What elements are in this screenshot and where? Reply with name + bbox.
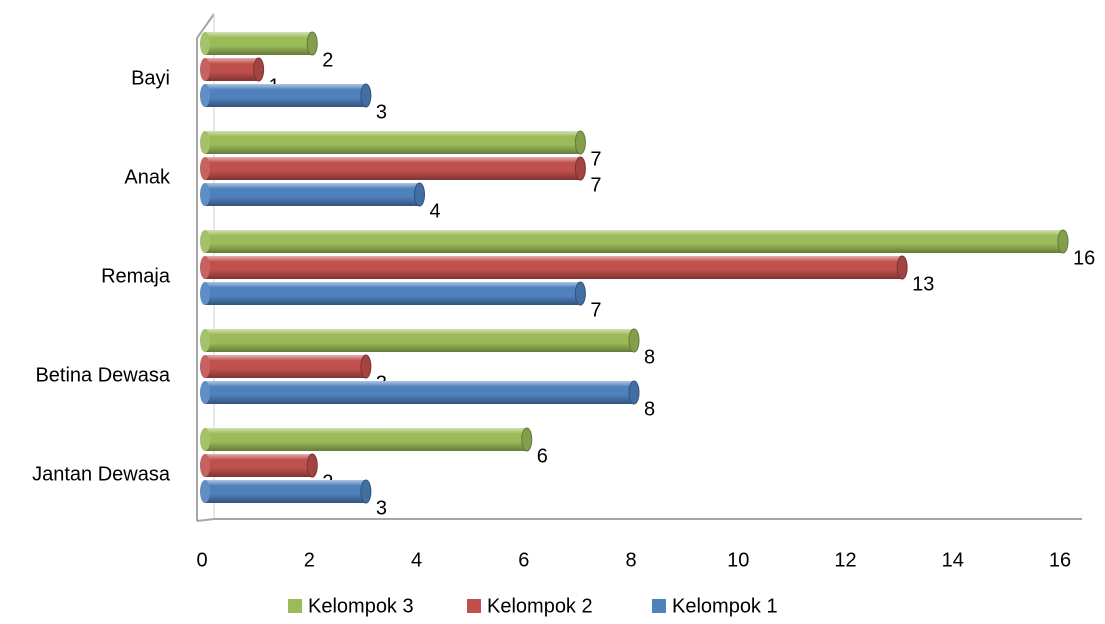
bar-start-cap [200, 480, 210, 503]
bar-start-cap [200, 183, 210, 206]
bar-start-cap [200, 381, 210, 404]
data-label: 7 [590, 174, 601, 196]
legend-label: Kelompok 1 [672, 595, 778, 617]
x-tick-label: 14 [942, 549, 964, 571]
bar [205, 131, 581, 154]
legend-label: Kelompok 3 [308, 595, 414, 617]
data-label: 13 [912, 273, 934, 295]
bar [205, 84, 366, 107]
x-tick-label: 16 [1049, 549, 1071, 571]
legend-label: Kelompok 2 [487, 595, 593, 617]
bar-end-cap [628, 380, 640, 405]
bar-end-cap [574, 130, 586, 155]
x-tick-label: 0 [196, 549, 207, 571]
data-label: 3 [376, 101, 387, 123]
legend-swatch [652, 599, 666, 613]
bar [205, 58, 259, 81]
bar-end-cap [521, 427, 533, 452]
bar-start-cap [200, 131, 210, 154]
bar-end-cap [306, 31, 318, 56]
category-label: Remaja [101, 265, 171, 287]
bar-start-cap [200, 32, 210, 55]
bar [205, 355, 366, 378]
bar-end-cap [574, 156, 586, 181]
bar-end-cap [360, 354, 372, 379]
category-label: Bayi [131, 67, 170, 89]
bar-start-cap [200, 282, 210, 305]
data-label: 8 [644, 398, 655, 420]
bar-start-cap [200, 84, 210, 107]
bar [205, 230, 1063, 253]
data-label: 7 [590, 299, 601, 321]
bar-start-cap [200, 230, 210, 253]
bar-start-cap [200, 329, 210, 352]
data-label: 4 [430, 200, 441, 222]
bar-start-cap [200, 256, 210, 279]
category-label: Jantan Dewasa [32, 463, 171, 485]
legend-swatch [467, 599, 481, 613]
bar-start-cap [200, 157, 210, 180]
data-label: 7 [590, 148, 601, 170]
data-label: 16 [1073, 247, 1095, 269]
x-tick-label: 4 [411, 549, 422, 571]
data-label: 3 [376, 497, 387, 519]
category-label: Anak [124, 166, 171, 188]
bar [205, 480, 366, 503]
bar-end-cap [253, 57, 265, 82]
bar [205, 329, 634, 352]
bar-start-cap [200, 58, 210, 81]
bar-end-cap [360, 479, 372, 504]
x-tick-label: 2 [304, 549, 315, 571]
data-label: 8 [644, 346, 655, 368]
bar [205, 282, 581, 305]
bar-end-cap [360, 83, 372, 108]
bar-end-cap [306, 453, 318, 478]
bar [205, 381, 634, 404]
bar [205, 428, 527, 451]
data-label: 2 [322, 49, 333, 71]
bar-end-cap [628, 328, 640, 353]
x-tick-label: 6 [518, 549, 529, 571]
legend-swatch [288, 599, 302, 613]
bar [205, 256, 903, 279]
x-tick-label: 12 [834, 549, 856, 571]
x-tick-label: 10 [727, 549, 749, 571]
floor-depth-line [196, 518, 215, 522]
bar-start-cap [200, 428, 210, 451]
x-tick-label: 8 [625, 549, 636, 571]
bar-end-cap [574, 281, 586, 306]
bar [205, 157, 581, 180]
data-label: 6 [537, 445, 548, 467]
category-label: Betina Dewasa [35, 364, 170, 386]
bar [205, 454, 313, 477]
bar [205, 32, 313, 55]
y-axis-depth-line-top [196, 13, 215, 39]
bar-end-cap [414, 182, 425, 207]
bar-end-cap [1057, 229, 1069, 254]
bar-end-cap [896, 255, 908, 280]
bar-start-cap [200, 454, 210, 477]
bar-start-cap [200, 355, 210, 378]
bar [205, 183, 420, 206]
